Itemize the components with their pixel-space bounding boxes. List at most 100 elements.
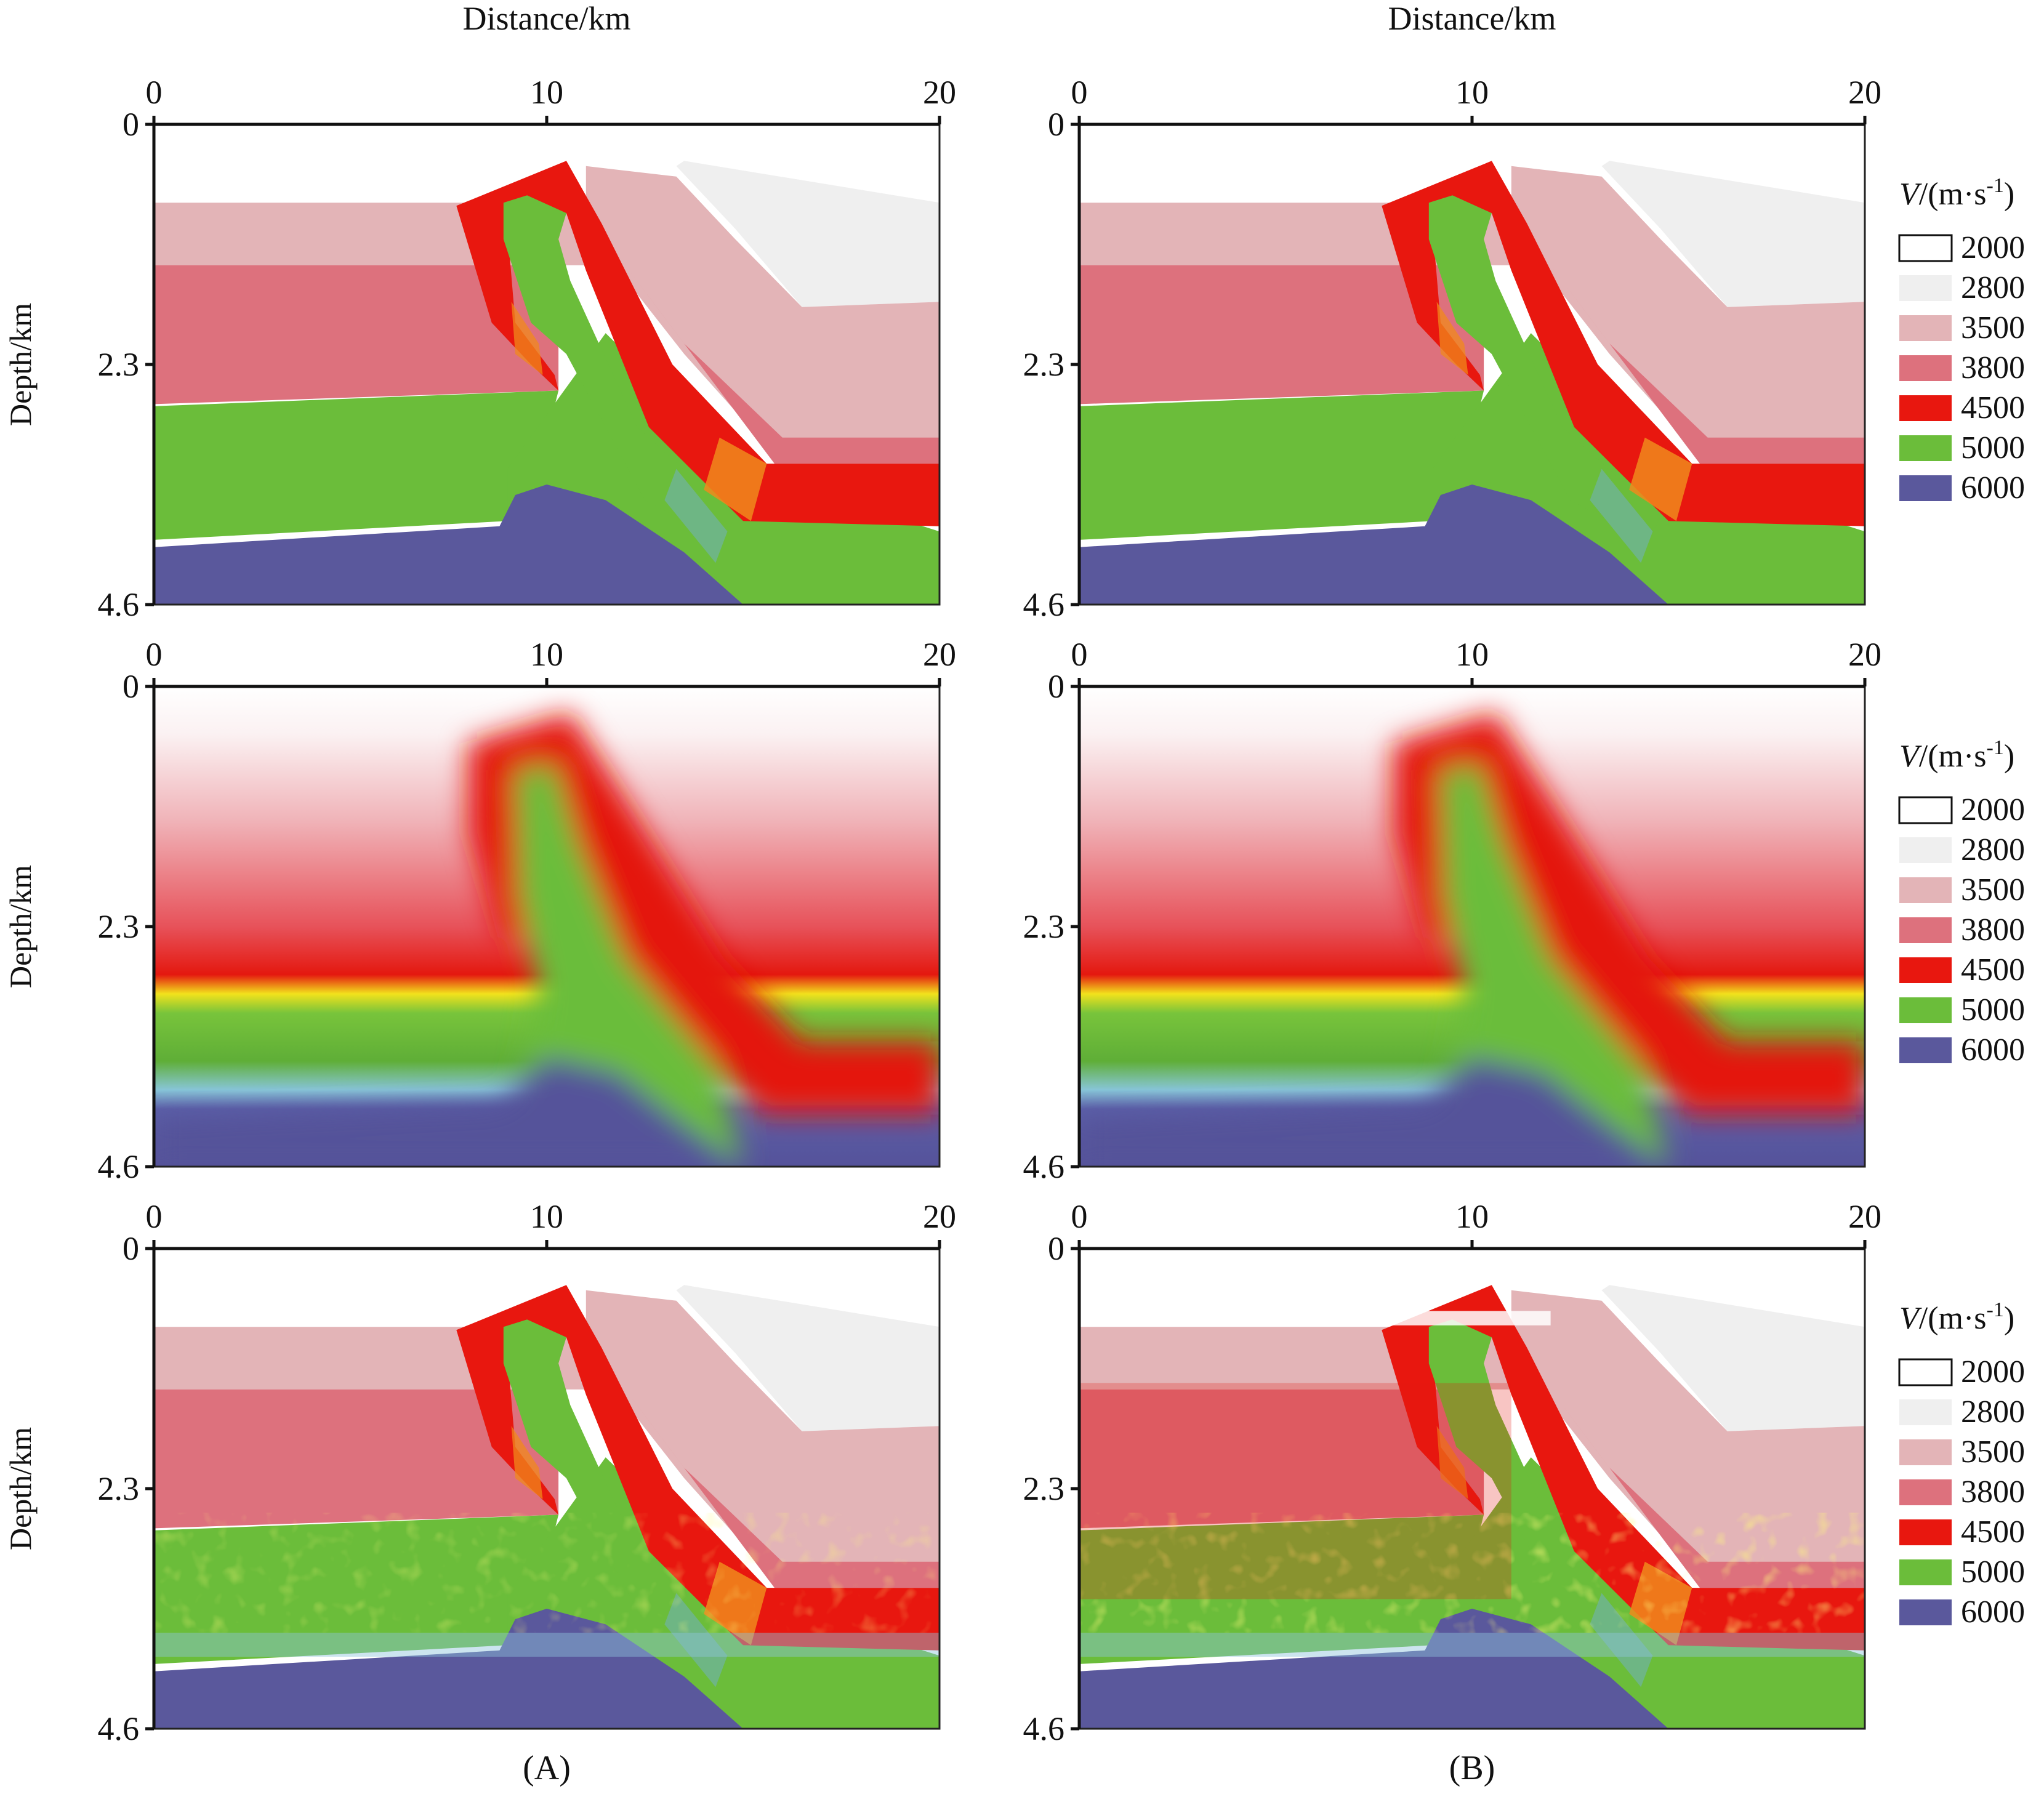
y-tick-label: 4.6: [98, 1148, 140, 1185]
legend-swatch-5000: [1899, 435, 1952, 461]
sediment-layer-left-lower: [154, 265, 559, 404]
legend-label-3800: 3800: [1961, 912, 2025, 947]
x-tick-label: 20: [923, 1198, 956, 1235]
legend-label-6000: 6000: [1961, 1032, 2025, 1068]
legend-swatch-3800: [1899, 355, 1952, 381]
legend-label-3800: 3800: [1961, 1474, 2025, 1510]
y-tick-label: 2.3: [1023, 1470, 1065, 1507]
smooth-structure: [1079, 712, 1865, 1167]
sediment-layer-right-deep: [1523, 228, 1865, 464]
sediment-layer-right-top: [1601, 161, 1865, 307]
basement-halo: [154, 1633, 940, 1657]
sediment-layer-right-pink: [1511, 166, 1865, 464]
y-tick-label: 4.6: [98, 1710, 140, 1747]
x-tick-label: 10: [1455, 636, 1489, 673]
sediment-layer-right-deep: [597, 228, 940, 464]
legend-swatch-5000: [1899, 997, 1952, 1023]
legend-label-2000: 2000: [1961, 792, 2025, 827]
y-tick-label: 2.3: [98, 346, 140, 383]
legend-label-6000: 6000: [1961, 470, 2025, 505]
thrust-root-transition: [1436, 302, 1468, 375]
legend-title: V/(m·s-1): [1899, 174, 2014, 212]
y-tick-label: 4.6: [1023, 1710, 1065, 1747]
basement-dome: [1079, 485, 1668, 605]
legend-swatch-6000: [1899, 475, 1952, 501]
inversion-artifacts: [154, 1513, 940, 1657]
sediment-layer-left-lower: [1079, 1389, 1484, 1529]
x-tick-label: 0: [146, 74, 163, 111]
sediment-layer-left-lower: [1079, 265, 1484, 404]
x-tick-label: 0: [146, 1198, 163, 1235]
legend-label-3500: 3500: [1961, 310, 2025, 345]
noise-overlay: [1079, 1513, 1865, 1633]
velocity-legend-row-1: V/(m·s-1) 2000 2800 3500 3800 4500 5000 6000: [1898, 174, 2025, 505]
x-axis-b2: 0 10 20: [1071, 636, 1881, 688]
y-tick-label: 2.3: [1023, 346, 1065, 383]
legend-label-4500: 4500: [1961, 952, 2025, 988]
sediment-layer-right-top: [676, 1285, 940, 1431]
velocity-panel-b1: [1079, 124, 1865, 605]
x-tick-label: 20: [1848, 74, 1881, 111]
column-title-b: Distance/km: [1388, 0, 1556, 37]
legend-swatch-6000: [1899, 1037, 1952, 1063]
x-tick-label: 0: [1071, 1198, 1088, 1235]
white-streak: [1118, 1311, 1551, 1325]
basement-dome: [154, 485, 743, 605]
sediment-layer-left-lower: [154, 1389, 559, 1529]
carbonate-layer-left: [1079, 390, 1484, 540]
legend-title: V/(m·s-1): [1899, 1298, 2014, 1336]
legend-swatch-3500: [1899, 315, 1952, 341]
legend-label-3800: 3800: [1961, 350, 2025, 385]
legend-label-4500: 4500: [1961, 1514, 2025, 1550]
x-axis-b3: 0 10 20: [1071, 1198, 1881, 1250]
y-tick-label: 0: [1048, 668, 1064, 705]
legend-label-3500: 3500: [1961, 872, 2025, 907]
core-tail-transition: [1590, 469, 1653, 563]
y-axis-a2: 0 2.3 4.6 Depth/km: [3, 668, 156, 1185]
legend-label-6000: 6000: [1961, 1595, 2025, 1630]
y-tick-label: 2.3: [98, 908, 140, 945]
velocity-legend-row-3: V/(m·s-1) 2000 2800 3500 3800 4500 5000 6000: [1898, 1298, 2025, 1630]
y-tick-label: 4.6: [1023, 1148, 1065, 1185]
smooth-body-2: [1079, 1057, 1668, 1167]
sediment-layer-right-top: [676, 161, 940, 307]
y-axis-a3: 0 2.3 4.6 Depth/km: [3, 1230, 156, 1747]
legend-swatch-3500: [1899, 877, 1952, 903]
column-title-a: Distance/km: [463, 0, 631, 37]
legend-swatch-4500: [1899, 1519, 1952, 1545]
thrust-sheet-red-outer: [456, 161, 940, 526]
legend-swatch-3800: [1899, 917, 1952, 943]
legend-swatch-5000: [1899, 1559, 1952, 1585]
velocity-panel-b3: [1079, 1249, 1865, 1729]
x-tick-label: 10: [530, 74, 563, 111]
x-tick-label: 0: [1071, 636, 1088, 673]
x-axis-a3: 0 10 20: [146, 1198, 956, 1250]
x-tick-label: 0: [1071, 74, 1088, 111]
caption-a: (A): [523, 1749, 571, 1787]
legend-label-5000: 5000: [1961, 992, 2025, 1028]
legend-label-5000: 5000: [1961, 430, 2025, 465]
noise-overlay: [154, 1513, 940, 1633]
velocity-panel-a2: [154, 686, 940, 1167]
legend-swatch-6000: [1899, 1599, 1952, 1625]
thrust-root-transition: [1436, 1426, 1468, 1499]
velocity-panel-a1: [154, 124, 940, 605]
y-tick-label: 4.6: [1023, 586, 1065, 623]
x-tick-label: 20: [923, 74, 956, 111]
x-axis-a1: 0 10 20: [146, 74, 956, 126]
basement-dome: [1079, 1609, 1668, 1729]
thrust-root-transition: [511, 1426, 543, 1499]
inversion-artifacts: [1079, 1311, 1865, 1657]
thrust-sheet-red-outer: [1382, 161, 1865, 526]
x-tick-label: 20: [1848, 636, 1881, 673]
x-tick-label: 20: [923, 636, 956, 673]
y-axis-a1: 0 2.3 4.6 Depth/km: [3, 106, 156, 623]
thrust-root-transition: [511, 302, 543, 375]
legend-label-2800: 2800: [1961, 270, 2025, 305]
x-tick-label: 20: [1848, 1198, 1881, 1235]
thrust-toe-transition: [1629, 437, 1692, 521]
y-tick-label: 0: [1048, 1230, 1064, 1267]
x-tick-label: 10: [530, 636, 563, 673]
basement-halo: [1079, 1633, 1865, 1657]
